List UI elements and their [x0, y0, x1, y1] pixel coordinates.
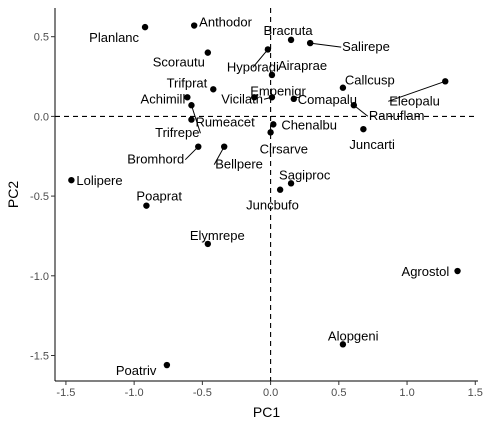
point-label-juncbufo: Juncbufo	[246, 198, 299, 213]
leader-trifrepe	[190, 105, 201, 134]
point-label-eleopalu: Eleopalu	[389, 93, 440, 108]
point-empenigr	[251, 94, 258, 101]
leader-hyporadi	[252, 49, 269, 68]
point-label-chenalbu: Chenalbu	[281, 117, 337, 132]
point-label-vicilath: Vicilath	[221, 91, 263, 106]
point-airaprae	[268, 71, 276, 79]
y-tick-label: -1.5	[30, 350, 49, 362]
x-tick-label: 1.0	[399, 387, 414, 399]
point-achimill	[184, 94, 191, 101]
point-label-juncarti: Juncarti	[349, 137, 395, 152]
y-tick-label: 0.5	[34, 32, 49, 44]
point-alopgeni	[339, 341, 347, 348]
point-label-planlanc: Planlanc	[89, 30, 139, 45]
point-label-poaprat: Poaprat	[136, 189, 182, 204]
axes: -1.5 -1.0 -0.5 0.0 0.5 1.0 1.5 -1.5 -1.0 -0.5 0.0 0…	[30, 8, 483, 399]
point-sagiproc	[287, 180, 295, 187]
y-tick-label: -0.5	[30, 191, 49, 203]
x-axis-title: PC1	[253, 404, 280, 420]
point-callcusp	[339, 84, 347, 91]
point-label-airaprae: Airaprae	[278, 58, 327, 73]
point-label-trifrepe: Trifrepe	[155, 125, 199, 140]
point-juncarti	[360, 125, 367, 133]
x-tick-label: 0.0	[263, 387, 278, 399]
point-label-hyporadi: Hyporadi	[227, 59, 279, 74]
point-planlanc	[141, 23, 149, 31]
point-label-achimill: Achimill	[141, 91, 186, 106]
point-agrostol	[454, 267, 461, 275]
point-trifprat	[210, 86, 217, 93]
y-axis-title: PC2	[5, 181, 21, 208]
point-label-empenigr: Empenigr	[250, 83, 306, 98]
leader-salirepe	[310, 42, 342, 48]
point-bromhord	[195, 143, 202, 150]
point-juncbufo	[276, 186, 284, 193]
leader-bellpere	[213, 146, 225, 165]
point-label-trifprat: Trifprat	[167, 75, 208, 90]
y-tick-label: -1.0	[30, 271, 49, 283]
point-label-lolipere: Lolipere	[76, 173, 122, 188]
point-bellpere	[221, 143, 228, 150]
point-label-poatriv: Poatriv	[116, 363, 157, 378]
point-rumeacet	[188, 116, 195, 123]
point-eleopalu	[442, 78, 449, 85]
point-comapalu	[290, 95, 297, 103]
point-ranuflam	[350, 102, 358, 109]
point-label-cirsarve: Cirsarve	[260, 141, 308, 156]
x-tick-label: 1.5	[468, 387, 483, 399]
point-label-alopgeni: Alopgeni	[328, 328, 379, 343]
point-label-rumeacet: Rumeacet	[195, 115, 255, 130]
point-label-sagiproc: Sagiproc	[279, 167, 331, 182]
point-label-bromhord: Bromhord	[127, 152, 184, 167]
x-tick-label: -0.5	[193, 387, 212, 399]
leader-eleopalu	[388, 80, 446, 102]
point-label-callcusp: Callcusp	[345, 73, 395, 88]
point-lolipere	[68, 176, 75, 184]
point-salirepe	[306, 39, 314, 47]
point-poaprat	[143, 202, 150, 209]
point-elymrepe	[204, 240, 212, 248]
point-label-salirepe: Salirepe	[342, 39, 390, 54]
point-label-comapalu: Comapalu	[298, 92, 357, 107]
x-tick-label: -1.0	[125, 387, 144, 399]
y-tick-label: 0.0	[34, 111, 49, 123]
point-bracruta	[287, 36, 295, 44]
point-poatriv	[163, 361, 171, 369]
point-labels: Planlanc Anthodor Bracruta Salirepe Scorautu…	[76, 15, 449, 379]
point-cirsarve	[267, 129, 274, 136]
point-label-ranuflam: Ranuflam	[369, 108, 425, 123]
point-label-bellpere: Bellpere	[215, 157, 263, 172]
point-hyporadi	[264, 46, 272, 53]
point-anthodor	[190, 22, 198, 29]
data-points	[68, 22, 461, 369]
point-label-agrostol: Agrostol	[402, 264, 450, 279]
x-tick-label: 0.5	[331, 387, 346, 399]
point-chenalbu	[270, 121, 277, 128]
point-vicilath	[268, 94, 276, 101]
reference-lines	[55, 8, 478, 381]
x-tick-label: -1.5	[56, 387, 75, 399]
point-label-anthodor: Anthodor	[199, 15, 252, 30]
point-scorautu	[204, 49, 212, 56]
point-label-scorautu: Scorautu	[153, 55, 205, 70]
point-label-bracruta: Bracruta	[263, 23, 313, 38]
point-label-elymrepe: Elymrepe	[190, 228, 245, 243]
point-trifrepe	[188, 102, 195, 109]
